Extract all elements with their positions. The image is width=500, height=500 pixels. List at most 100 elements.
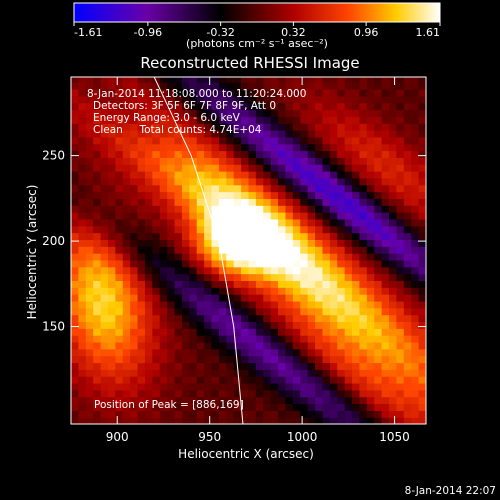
heatmap-cell bbox=[359, 335, 368, 343]
heatmap-cell bbox=[352, 212, 361, 220]
heatmap-cell bbox=[218, 95, 227, 104]
heatmap-cell bbox=[130, 77, 139, 83]
heatmap-cell bbox=[241, 136, 250, 145]
heatmap-cell bbox=[381, 95, 390, 104]
heatmap-cell bbox=[374, 129, 383, 138]
heatmap-cell bbox=[189, 129, 198, 138]
heatmap-cell bbox=[411, 287, 420, 295]
heatmap-cell bbox=[278, 253, 287, 261]
heatmap-cell bbox=[181, 116, 190, 124]
heatmap-cell bbox=[255, 246, 264, 254]
heatmap-cell bbox=[248, 403, 257, 411]
heatmap-cell bbox=[218, 253, 227, 261]
heatmap-cell bbox=[78, 232, 87, 240]
heatmap-cell bbox=[396, 335, 405, 343]
heatmap-cell bbox=[115, 82, 124, 90]
heatmap-cell bbox=[100, 164, 109, 172]
heatmap-cell bbox=[107, 198, 116, 206]
heatmap-cell bbox=[307, 218, 316, 227]
heatmap-cell bbox=[115, 314, 124, 323]
heatmap-cell bbox=[211, 259, 220, 268]
heatmap-cell bbox=[93, 191, 102, 199]
heatmap-cell bbox=[337, 239, 346, 247]
heatmap-cell bbox=[322, 239, 331, 247]
heatmap-cell bbox=[71, 198, 79, 206]
heatmap-cell bbox=[144, 129, 153, 138]
heatmap-cell bbox=[189, 218, 198, 227]
heatmap-cell bbox=[381, 150, 390, 158]
heatmap-cell bbox=[403, 239, 412, 247]
heatmap-cell bbox=[359, 273, 368, 282]
heatmap-cell bbox=[255, 77, 264, 83]
heatmap-cell bbox=[292, 77, 301, 83]
heatmap-cell bbox=[107, 225, 116, 234]
heatmap-cell bbox=[315, 382, 324, 391]
heatmap-cell bbox=[315, 123, 324, 131]
heatmap-cell bbox=[122, 116, 131, 124]
heatmap-cell bbox=[411, 389, 420, 398]
heatmap-cell bbox=[411, 88, 420, 97]
heatmap-cell bbox=[144, 239, 153, 247]
heatmap-cell bbox=[329, 129, 338, 138]
heatmap-cell bbox=[189, 307, 198, 316]
heatmap-cell bbox=[152, 280, 161, 288]
heatmap-cell bbox=[233, 389, 242, 398]
heatmap-cell bbox=[233, 116, 242, 124]
heatmap-cell bbox=[248, 198, 257, 206]
heatmap-cell bbox=[352, 77, 361, 83]
heatmap-cell bbox=[300, 116, 309, 124]
heatmap-cell bbox=[366, 300, 375, 309]
heatmap-cell bbox=[233, 341, 242, 350]
heatmap-cell bbox=[159, 232, 168, 240]
heatmap-cell bbox=[359, 376, 368, 384]
heatmap-cell bbox=[152, 191, 161, 199]
heatmap-cell bbox=[78, 266, 87, 275]
colorbar-unit-label: (photons cm⁻² s⁻¹ asec⁻²) bbox=[186, 37, 328, 50]
heatmap-cell bbox=[374, 287, 383, 295]
heatmap-cell bbox=[241, 109, 250, 117]
heatmap-cell bbox=[278, 82, 287, 90]
heatmap-cell bbox=[337, 232, 346, 240]
heatmap-cell bbox=[211, 335, 220, 343]
heatmap-cell bbox=[344, 369, 353, 377]
heatmap-cell bbox=[233, 184, 242, 193]
heatmap-cell bbox=[263, 307, 272, 316]
heatmap-cell bbox=[374, 410, 383, 418]
heatmap-cell bbox=[411, 136, 420, 145]
heatmap-cell bbox=[78, 225, 87, 234]
heatmap-cell bbox=[233, 403, 242, 411]
heatmap-cell bbox=[307, 102, 316, 111]
heatmap-cell bbox=[292, 362, 301, 370]
x-tick-label: 1000 bbox=[287, 430, 318, 444]
heatmap-cell bbox=[396, 246, 405, 254]
heatmap-cell bbox=[255, 143, 264, 152]
heatmap-cell bbox=[167, 164, 176, 172]
heatmap-cell bbox=[270, 157, 279, 165]
heatmap-cell bbox=[152, 273, 161, 282]
heatmap-cell bbox=[115, 369, 124, 377]
heatmap-cell bbox=[152, 355, 161, 364]
heatmap-cell bbox=[403, 321, 412, 329]
heatmap-cell bbox=[189, 150, 198, 158]
heatmap-cell bbox=[204, 253, 213, 261]
heatmap-cell bbox=[78, 239, 87, 247]
heatmap-cell bbox=[300, 164, 309, 172]
heatmap-cell bbox=[211, 273, 220, 282]
heatmap-cell bbox=[93, 259, 102, 268]
heatmap-cell bbox=[211, 328, 220, 336]
heatmap-cell bbox=[159, 82, 168, 90]
heatmap-cell bbox=[174, 116, 183, 124]
heatmap-cell bbox=[344, 82, 353, 90]
heatmap-cell bbox=[100, 348, 109, 357]
heatmap-cell bbox=[152, 143, 161, 152]
heatmap-cell bbox=[255, 376, 264, 384]
heatmap-cell bbox=[352, 95, 361, 104]
heatmap-cell bbox=[218, 232, 227, 240]
heatmap-cell bbox=[337, 341, 346, 350]
heatmap-cell bbox=[292, 225, 301, 234]
heatmap-cell bbox=[204, 136, 213, 145]
heatmap-cell bbox=[381, 314, 390, 323]
heatmap-cell bbox=[292, 341, 301, 350]
heatmap-cell bbox=[211, 177, 220, 186]
heatmap-cell bbox=[174, 246, 183, 254]
